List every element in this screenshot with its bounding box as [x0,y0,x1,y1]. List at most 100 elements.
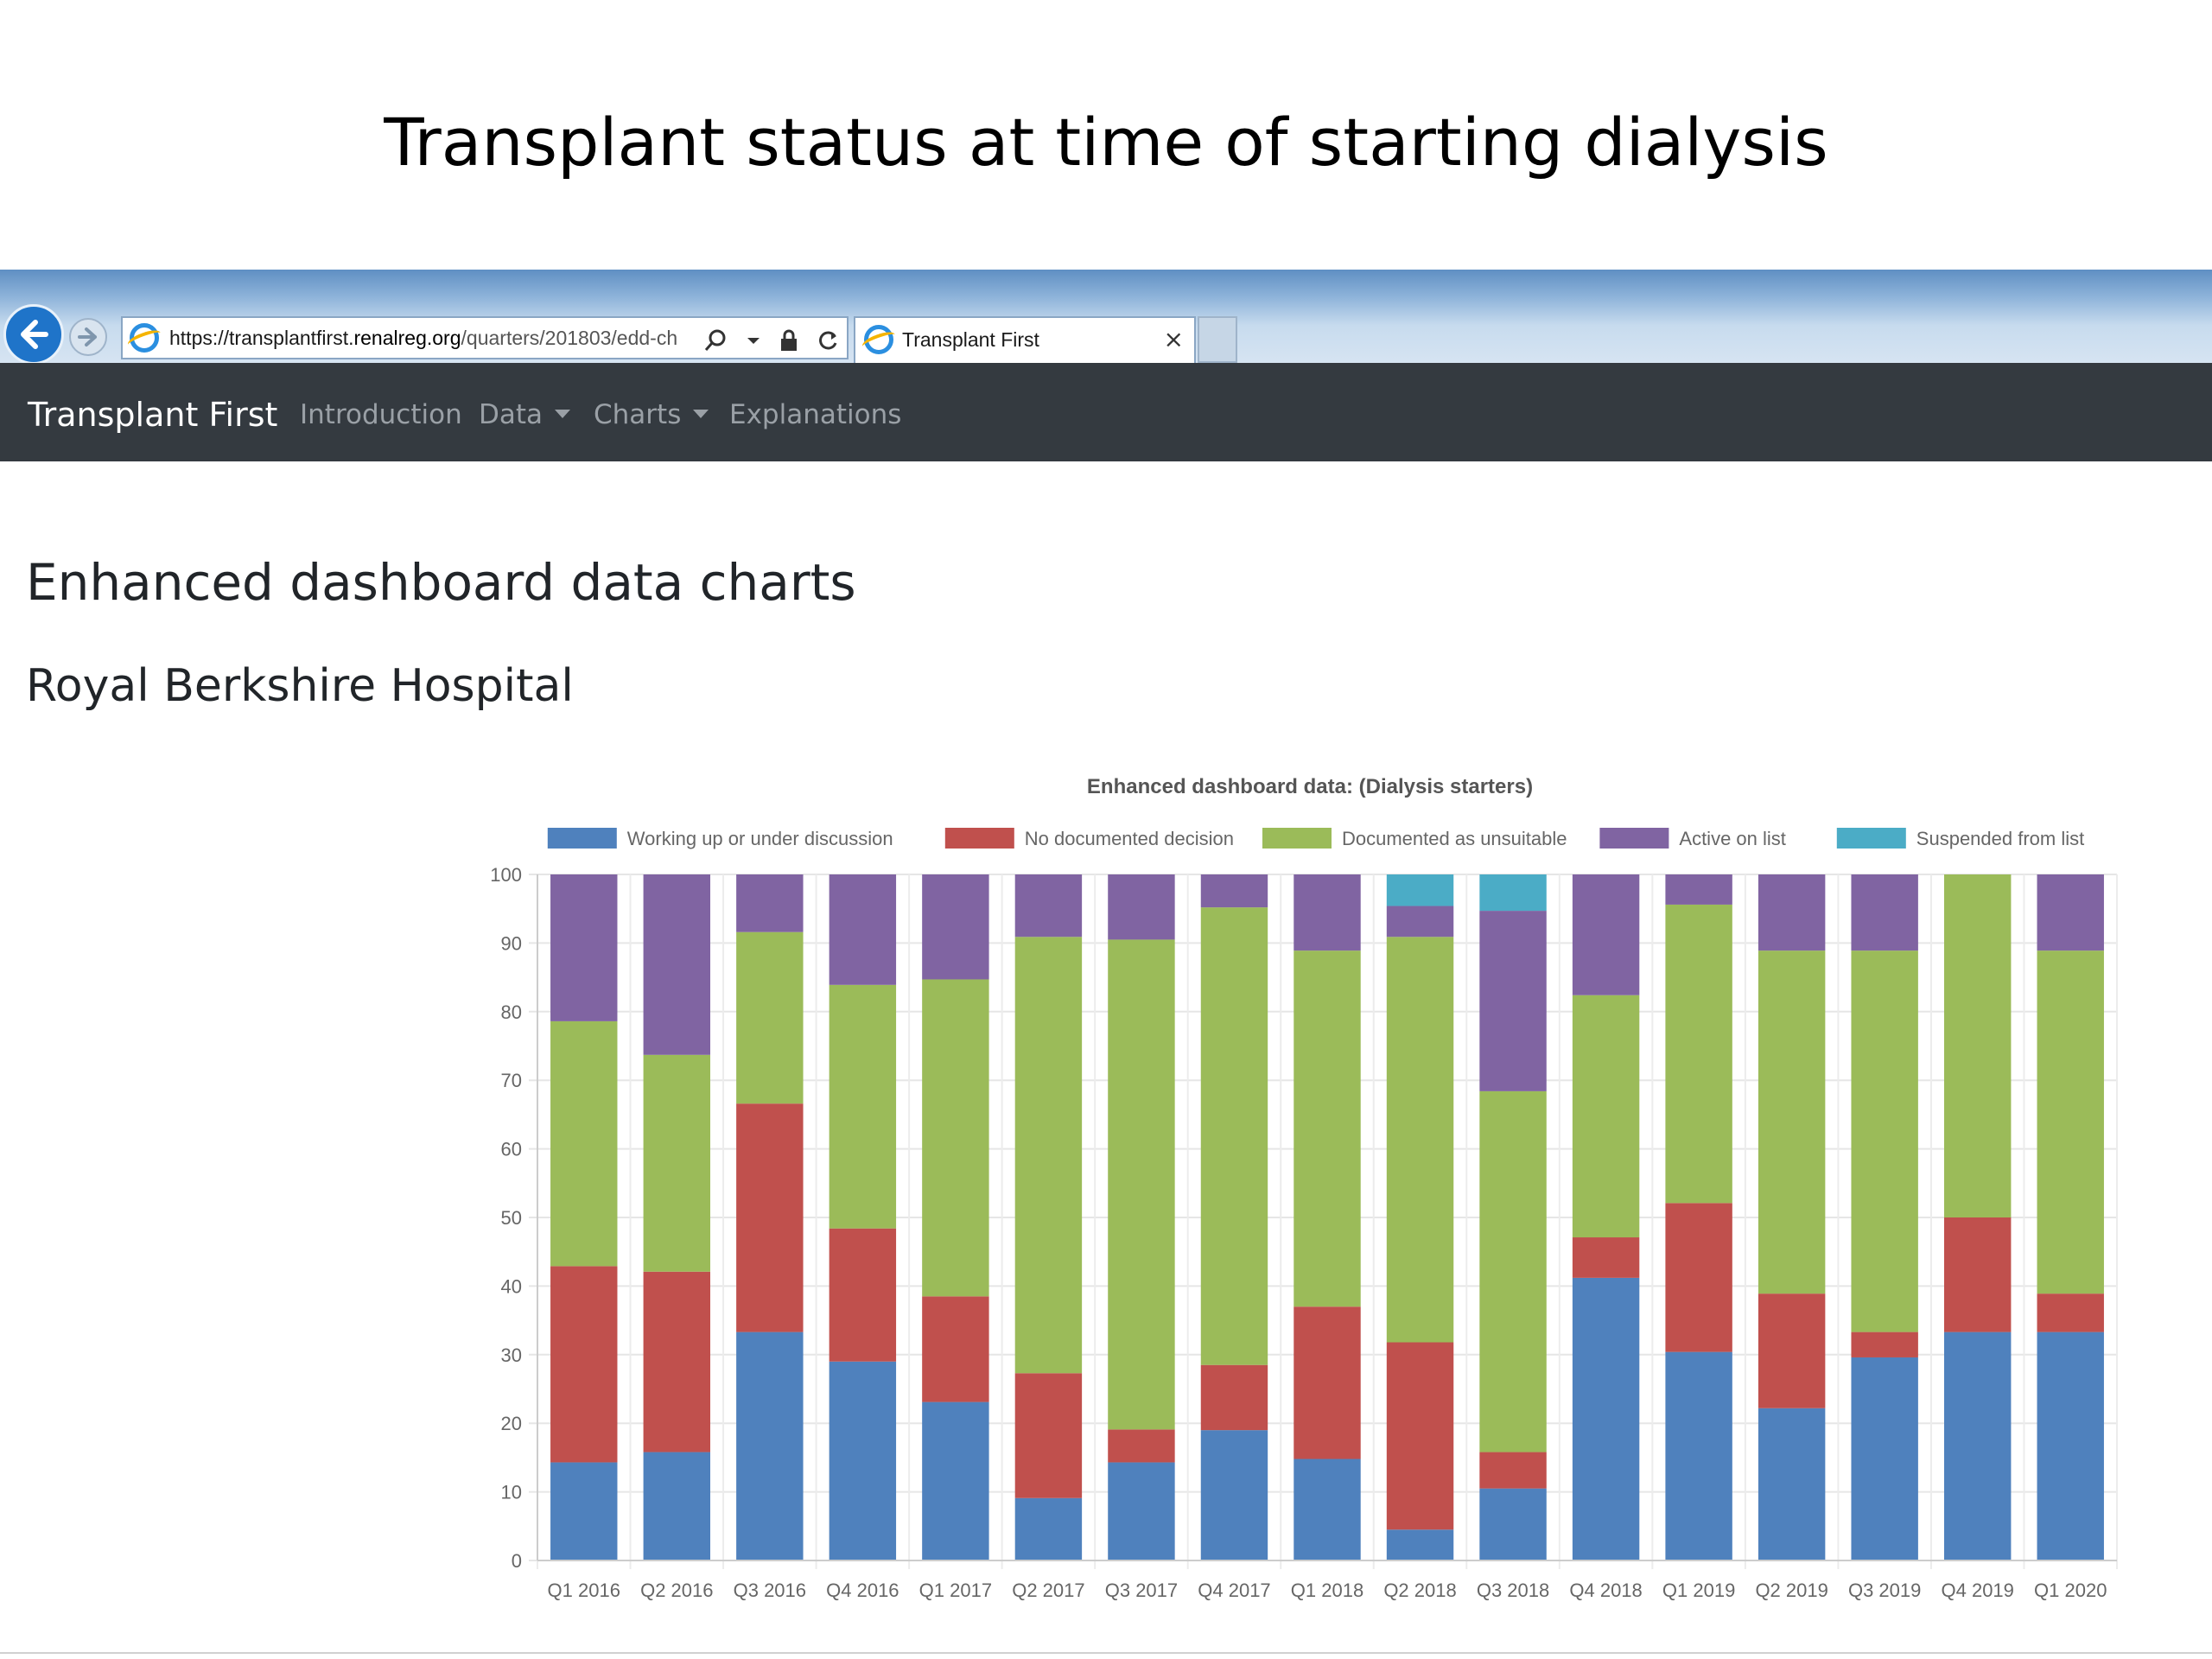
bar-segment[interactable] [736,1332,804,1560]
bar-segment[interactable] [1294,874,1361,951]
bar-segment[interactable] [829,874,897,985]
bar-segment[interactable] [829,1228,897,1362]
bar-segment[interactable] [1108,939,1175,1430]
back-button[interactable] [3,304,64,365]
bar-segment[interactable] [1479,1488,1547,1560]
refresh-icon[interactable] [816,327,840,353]
bar-segment[interactable] [1479,911,1547,1091]
x-tick-label: Q1 2016 [548,1580,620,1601]
bar-segment[interactable] [922,874,989,980]
bar-segment[interactable] [1665,874,1732,905]
nav-item-charts[interactable]: Charts [594,399,709,430]
forward-button[interactable] [69,318,107,356]
bar-segment[interactable] [922,979,989,1297]
bar-segment[interactable] [1572,1237,1640,1278]
slide-title: Transplant status at time of starting di… [384,104,1828,181]
bar-segment[interactable] [1943,874,2012,1217]
bar-segment[interactable] [829,1361,897,1560]
legend-label[interactable]: Documented as unsuitable [1342,828,1567,849]
bar-segment[interactable] [1200,1364,1268,1431]
bar-segment[interactable] [2037,1294,2104,1332]
y-tick-label: 80 [501,1001,522,1023]
bar-segment[interactable] [1200,874,1268,908]
bar-segment[interactable] [1665,1351,1732,1560]
bar-segment[interactable] [2037,950,2104,1294]
address-bar[interactable]: https://transplantfirst.renalreg.org/qua… [121,316,849,359]
chevron-down-icon[interactable] [745,327,762,353]
bar-segment[interactable] [550,874,618,1021]
bar-segment[interactable] [1479,1452,1547,1489]
bar-segment[interactable] [736,1103,804,1332]
legend-label[interactable]: Working up or under discussion [627,828,893,849]
bar-segment[interactable] [1294,950,1361,1307]
bar-segment[interactable] [1851,874,1918,951]
legend-swatch[interactable] [1262,828,1332,849]
legend-swatch[interactable] [944,828,1014,849]
legend-label[interactable]: Suspended from list [1916,828,2084,849]
nav-item-introduction[interactable]: Introduction [300,399,462,430]
legend-label[interactable]: No documented decision [1025,828,1234,849]
legend-swatch[interactable] [1836,828,1906,849]
bar-segment[interactable] [1479,874,1547,912]
bar-segment[interactable] [1572,995,1640,1238]
bar-segment[interactable] [1665,904,1732,1204]
bar-segment[interactable] [1108,1429,1175,1463]
bar-segment[interactable] [550,1462,618,1560]
bar-segment[interactable] [1386,1529,1454,1560]
bar-segment[interactable] [1014,937,1083,1374]
bar-segment[interactable] [1479,1090,1547,1452]
bar-segment[interactable] [2037,1332,2104,1560]
bar-segment[interactable] [1758,950,1826,1294]
bar-segment[interactable] [1851,1332,1918,1357]
bar-segment[interactable] [1943,1332,2012,1560]
bar-segment[interactable] [1851,950,1918,1332]
bar-segment[interactable] [1200,907,1268,1365]
bar-segment[interactable] [736,931,804,1104]
bar-segment[interactable] [1294,1306,1361,1459]
bar-segment[interactable] [1665,1203,1732,1352]
bar-segment[interactable] [1386,1342,1454,1530]
x-tick-label: Q2 2019 [1755,1580,1827,1601]
bar-segment[interactable] [550,1020,618,1267]
bar-segment[interactable] [550,1266,618,1463]
bar-segment[interactable] [1758,874,1826,951]
chart-axes: 0 10 20 30 40 50 60 70 80 90 100 Q1 2016 Q2 2016 Q3 2… [490,864,2117,1601]
bar-segment[interactable] [922,1296,989,1402]
bar-segment[interactable] [643,874,711,1055]
legend-swatch[interactable] [1599,828,1669,849]
x-tick-label: Q1 2020 [2034,1580,2107,1601]
bar-segment[interactable] [1758,1408,1826,1560]
close-icon[interactable]: × [1163,325,1184,353]
nav-item-explanations[interactable]: Explanations [729,399,902,430]
bar-segment[interactable] [1294,1459,1361,1560]
bar-segment[interactable] [1014,874,1083,938]
bar-segment[interactable] [1386,937,1454,1343]
bar-segment[interactable] [1758,1294,1826,1408]
navbar-brand[interactable]: Transplant First [28,396,278,434]
bar-segment[interactable] [1200,1430,1268,1560]
bar-segment[interactable] [1014,1497,1083,1560]
bar-segment[interactable] [1572,874,1640,995]
bar-segment[interactable] [829,984,897,1229]
lock-icon[interactable] [779,327,799,353]
browser-tab[interactable]: Transplant First × [854,316,1196,363]
bar-segment[interactable] [922,1402,989,1560]
bar-segment[interactable] [643,1271,711,1452]
bar-segment[interactable] [736,874,804,932]
nav-item-data[interactable]: Data [479,399,571,430]
bar-segment[interactable] [1108,1462,1175,1560]
search-icon[interactable] [702,327,728,353]
bar-segment[interactable] [643,1054,711,1272]
bar-segment[interactable] [2037,874,2104,951]
legend-label[interactable]: Active on list [1679,828,1785,849]
legend-swatch[interactable] [547,828,617,849]
bar-segment[interactable] [1572,1277,1640,1560]
bar-segment[interactable] [1943,1217,2012,1332]
bar-segment[interactable] [643,1452,711,1560]
bar-segment[interactable] [1386,874,1454,906]
bar-segment[interactable] [1014,1373,1083,1498]
new-tab-button[interactable] [1198,316,1237,363]
bar-segment[interactable] [1851,1357,1918,1560]
bar-segment[interactable] [1108,874,1175,940]
bar-segment[interactable] [1386,906,1454,938]
